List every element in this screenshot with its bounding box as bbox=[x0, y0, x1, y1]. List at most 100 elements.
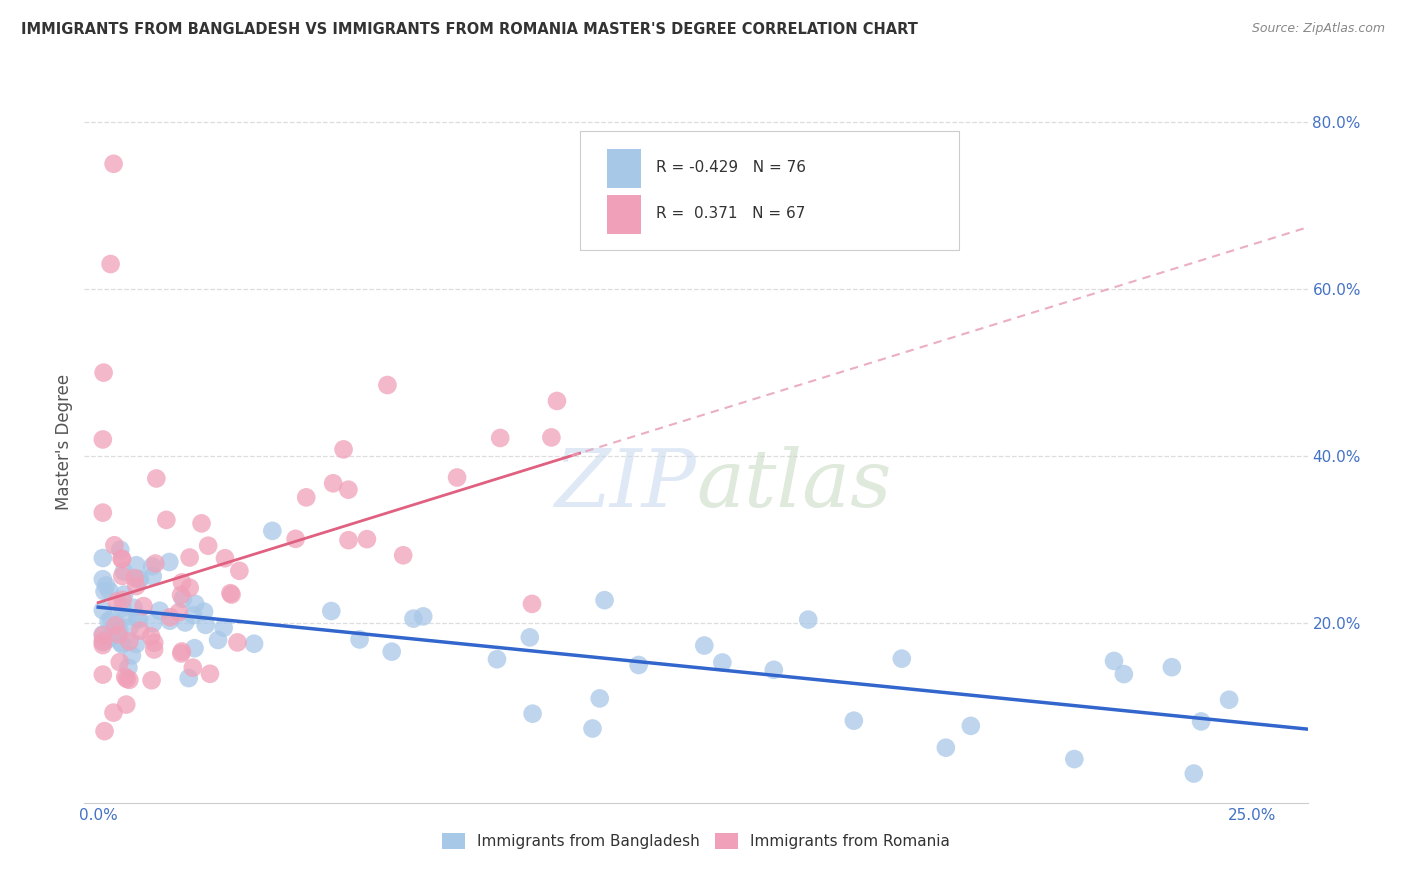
Point bbox=[142, 569, 165, 583]
Point bbox=[159, 614, 181, 628]
Point bbox=[112, 588, 135, 602]
Point bbox=[198, 666, 221, 681]
Point bbox=[194, 618, 217, 632]
Point bbox=[93, 366, 115, 380]
Point bbox=[1182, 766, 1205, 780]
Point bbox=[121, 648, 143, 663]
Point bbox=[1160, 660, 1182, 674]
Point bbox=[762, 663, 785, 677]
Point bbox=[212, 621, 235, 635]
Point bbox=[183, 608, 205, 623]
Text: atlas: atlas bbox=[696, 446, 891, 524]
Text: R =  0.371   N = 67: R = 0.371 N = 67 bbox=[655, 206, 806, 221]
Point bbox=[111, 600, 134, 615]
Point bbox=[103, 157, 125, 171]
Point bbox=[111, 637, 134, 651]
Point bbox=[412, 609, 434, 624]
Point bbox=[145, 471, 167, 485]
FancyBboxPatch shape bbox=[579, 131, 959, 250]
Point bbox=[105, 617, 128, 632]
Point bbox=[104, 618, 127, 632]
Point bbox=[128, 612, 150, 626]
Point bbox=[149, 604, 172, 618]
Point bbox=[170, 644, 193, 658]
Point bbox=[1189, 714, 1212, 729]
Point bbox=[97, 632, 120, 647]
Point bbox=[284, 532, 307, 546]
Point bbox=[91, 628, 114, 642]
Point bbox=[170, 575, 193, 590]
Point bbox=[890, 651, 912, 665]
Y-axis label: Master's Degree: Master's Degree bbox=[55, 374, 73, 509]
Point bbox=[108, 624, 131, 638]
Point bbox=[797, 613, 820, 627]
Point bbox=[129, 624, 152, 638]
Point bbox=[1112, 667, 1135, 681]
Point bbox=[132, 599, 155, 614]
Point bbox=[141, 673, 163, 688]
Point bbox=[520, 597, 543, 611]
Point bbox=[128, 573, 150, 587]
Point bbox=[91, 634, 114, 648]
Point bbox=[381, 645, 404, 659]
Point bbox=[115, 698, 138, 712]
Point bbox=[91, 572, 114, 586]
Point bbox=[111, 569, 134, 583]
Point bbox=[93, 724, 115, 739]
Point bbox=[959, 719, 981, 733]
Point bbox=[337, 483, 360, 497]
Point bbox=[221, 588, 243, 602]
Point bbox=[172, 591, 194, 606]
Point bbox=[377, 378, 399, 392]
Point bbox=[356, 532, 378, 546]
Point bbox=[142, 616, 165, 631]
Point bbox=[91, 506, 114, 520]
Point bbox=[105, 594, 128, 608]
Legend: Immigrants from Bangladesh, Immigrants from Romania: Immigrants from Bangladesh, Immigrants f… bbox=[441, 833, 950, 849]
Point bbox=[111, 592, 134, 607]
Point bbox=[243, 637, 266, 651]
Point bbox=[93, 584, 115, 599]
Point bbox=[337, 533, 360, 548]
Point bbox=[214, 551, 236, 566]
Point bbox=[100, 612, 122, 626]
Point bbox=[159, 610, 181, 624]
Point bbox=[118, 673, 141, 687]
Point bbox=[519, 631, 541, 645]
Point bbox=[1218, 692, 1240, 706]
Point bbox=[181, 660, 204, 674]
Point bbox=[593, 593, 616, 607]
Point bbox=[522, 706, 544, 721]
Point bbox=[322, 476, 344, 491]
Point bbox=[143, 642, 166, 657]
Point bbox=[112, 565, 135, 579]
Point bbox=[111, 551, 134, 566]
Point bbox=[693, 639, 716, 653]
Point bbox=[108, 655, 131, 669]
Point bbox=[118, 621, 141, 635]
Point bbox=[546, 394, 568, 409]
Point bbox=[143, 636, 166, 650]
Point bbox=[262, 524, 284, 538]
Point bbox=[332, 442, 354, 457]
Point bbox=[174, 615, 197, 630]
Point bbox=[91, 638, 114, 652]
Point bbox=[167, 605, 190, 619]
Point bbox=[589, 691, 612, 706]
Point bbox=[228, 564, 250, 578]
Point bbox=[117, 660, 139, 674]
Point bbox=[118, 634, 141, 648]
Point bbox=[91, 627, 114, 641]
Point bbox=[627, 658, 650, 673]
Point bbox=[489, 431, 512, 445]
Point bbox=[125, 637, 148, 651]
Point bbox=[91, 551, 114, 566]
Point bbox=[100, 257, 122, 271]
Point bbox=[190, 516, 212, 531]
Point bbox=[103, 538, 125, 552]
Point bbox=[197, 539, 219, 553]
Point bbox=[124, 571, 146, 585]
Point bbox=[127, 612, 149, 626]
Point bbox=[114, 609, 136, 624]
Point bbox=[321, 604, 343, 618]
